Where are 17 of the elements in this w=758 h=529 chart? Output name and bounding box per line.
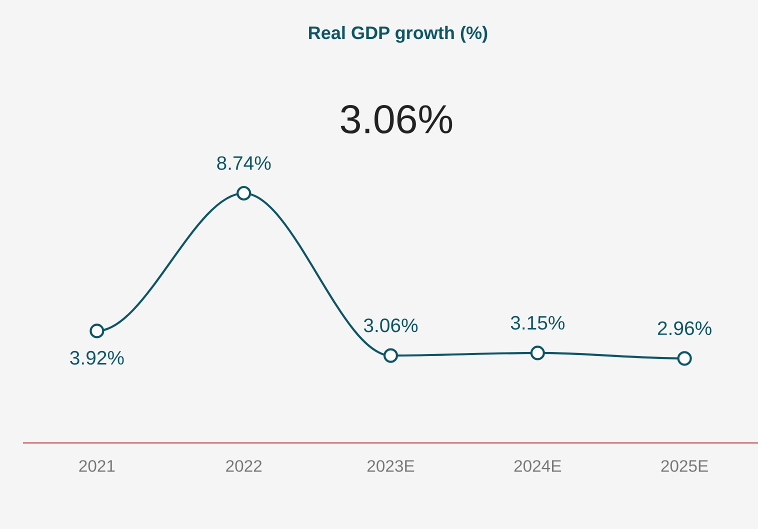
- data-label: 2.96%: [658, 321, 712, 336]
- x-tick-label: 2025E: [661, 460, 708, 472]
- chart-title: Real GDP growth (%): [309, 26, 488, 43]
- text: 3.06%: [340, 105, 452, 134]
- point: [90, 324, 104, 338]
- data-label: 3.06%: [364, 318, 418, 332]
- point: [236, 186, 252, 201]
- data-label: 3.92%: [70, 350, 124, 365]
- point: [530, 346, 545, 360]
- data-label: 8.74%: [217, 156, 271, 170]
- x-tick-label: 2024E: [514, 460, 562, 472]
- point: [677, 351, 692, 366]
- x-tick-label: 2022: [226, 460, 262, 472]
- x-tick-label: 2023E: [367, 460, 414, 472]
- point: [383, 348, 398, 363]
- x-tick-label: 2021: [79, 460, 115, 472]
- data-label: 3.15%: [510, 316, 565, 330]
